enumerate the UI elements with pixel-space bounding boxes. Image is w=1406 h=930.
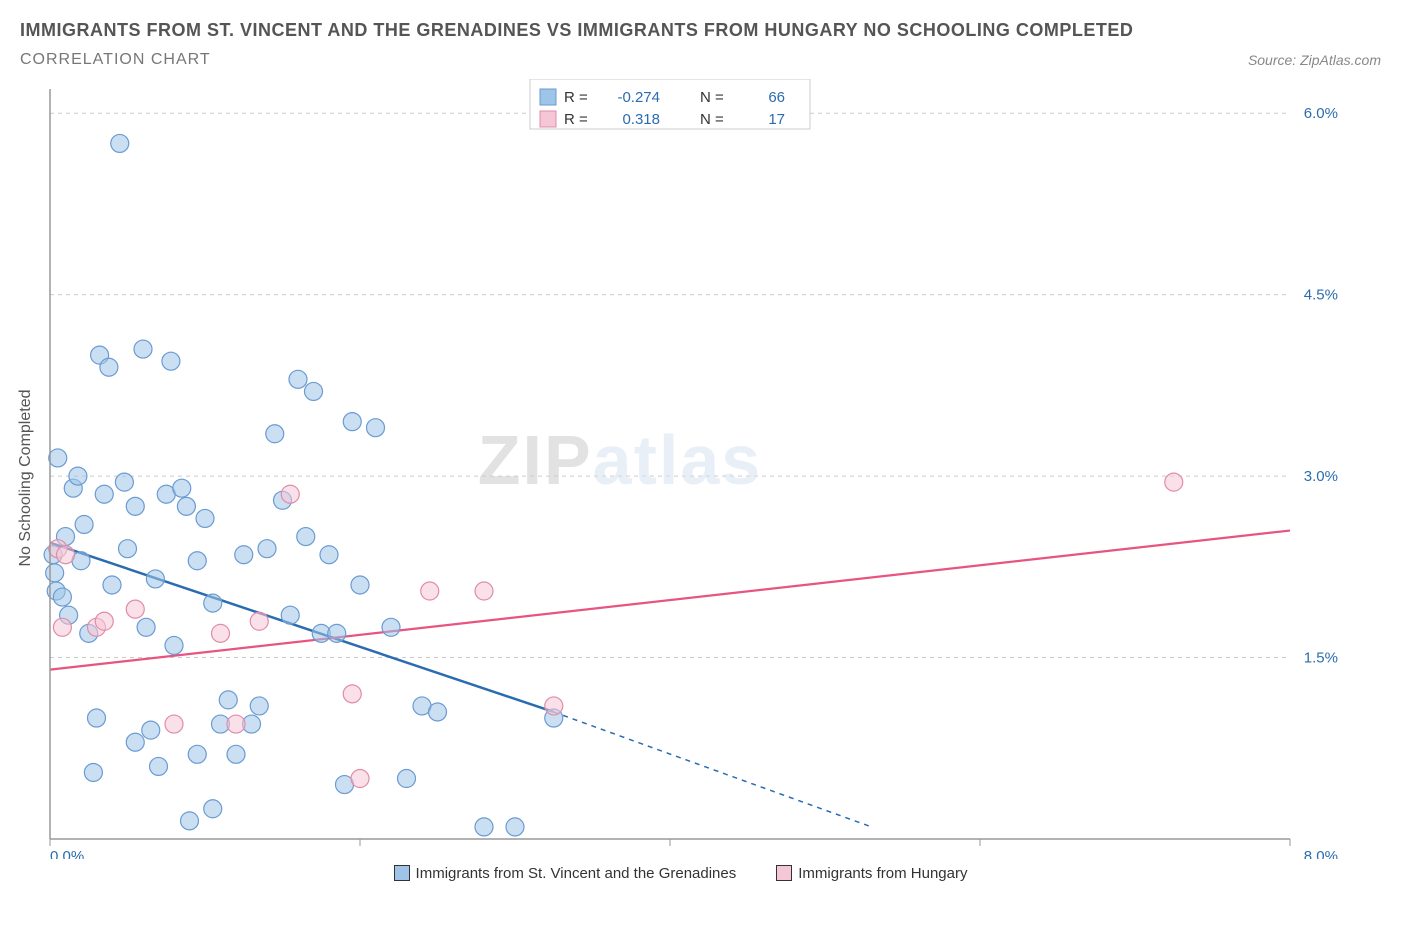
bottom-legend: Immigrants from St. Vincent and the Gren… (20, 865, 1381, 882)
chart-subtitle: CORRELATION CHART (20, 51, 211, 69)
data-point (57, 546, 75, 564)
data-point (320, 546, 338, 564)
chart-title: IMMIGRANTS FROM ST. VINCENT AND THE GREN… (20, 20, 1381, 41)
data-point (46, 564, 64, 582)
data-point (250, 612, 268, 630)
data-point (1165, 473, 1183, 491)
data-point (212, 624, 230, 642)
data-point (343, 685, 361, 703)
legend-swatch (540, 111, 556, 127)
data-point (250, 697, 268, 715)
data-point (126, 600, 144, 618)
data-point (475, 818, 493, 836)
data-point (69, 467, 87, 485)
data-point (49, 449, 67, 467)
source-text: Source: ZipAtlas.com (1248, 52, 1381, 68)
y-axis-label: No Schooling Completed (17, 390, 35, 567)
data-point (188, 552, 206, 570)
data-point (545, 697, 563, 715)
legend-item: Immigrants from Hungary (776, 865, 967, 882)
legend-r-value: -0.274 (617, 89, 660, 106)
legend-r-label: R = (564, 89, 588, 106)
legend-swatch (394, 865, 410, 881)
data-point (196, 509, 214, 527)
data-point (382, 618, 400, 636)
data-point (266, 425, 284, 443)
data-point (137, 618, 155, 636)
data-point (119, 540, 137, 558)
y-tick-label: 3.0% (1304, 468, 1338, 485)
data-point (95, 612, 113, 630)
data-point (100, 358, 118, 376)
legend-r-label: R = (564, 111, 588, 128)
data-point (506, 818, 524, 836)
legend-label: Immigrants from St. Vincent and the Gren… (416, 865, 737, 882)
legend-r-value: 0.318 (622, 111, 660, 128)
data-point (305, 382, 323, 400)
data-point (429, 703, 447, 721)
data-point (204, 594, 222, 612)
header: IMMIGRANTS FROM ST. VINCENT AND THE GREN… (20, 20, 1381, 69)
legend-n-value: 66 (768, 89, 785, 106)
data-point (297, 528, 315, 546)
data-point (142, 721, 160, 739)
data-point (162, 352, 180, 370)
data-point (421, 582, 439, 600)
data-point (227, 745, 245, 763)
data-point (126, 497, 144, 515)
data-point (227, 715, 245, 733)
legend-swatch (540, 89, 556, 105)
watermark: ZIPatlas (478, 421, 762, 499)
data-point (111, 134, 129, 152)
data-point (115, 473, 133, 491)
data-point (235, 546, 253, 564)
scatter-chart: 1.5% 3.0% 4.5% 6.0% ZIPatlas 0.0% 8.0% R = -0.27… (20, 79, 1340, 859)
data-point (351, 770, 369, 788)
legend-n-value: 17 (768, 111, 785, 128)
chart-container: No Schooling Completed 1.5% 3.0% 4.5% 6.0% Z… (20, 79, 1381, 859)
data-point (281, 485, 299, 503)
data-point (84, 763, 102, 781)
trend-line-ext (554, 712, 872, 827)
data-point (367, 419, 385, 437)
data-point (219, 691, 237, 709)
data-point (181, 812, 199, 830)
y-tick-label: 1.5% (1304, 650, 1338, 667)
data-point (126, 733, 144, 751)
data-point (103, 576, 121, 594)
data-point (343, 413, 361, 431)
y-tick-label: 4.5% (1304, 287, 1338, 304)
data-point (398, 770, 416, 788)
legend-n-label: N = (700, 111, 724, 128)
data-point (173, 479, 191, 497)
data-point (328, 624, 346, 642)
data-point (177, 497, 195, 515)
data-point (53, 588, 71, 606)
data-point (165, 636, 183, 654)
data-point (95, 485, 113, 503)
data-point (53, 618, 71, 636)
data-point (258, 540, 276, 558)
data-point (204, 800, 222, 818)
data-point (150, 757, 168, 775)
legend-n-label: N = (700, 89, 724, 106)
data-point (165, 715, 183, 733)
legend-item: Immigrants from St. Vincent and the Gren… (394, 865, 737, 882)
data-point (289, 370, 307, 388)
data-point (88, 709, 106, 727)
data-point (75, 515, 93, 533)
data-point (134, 340, 152, 358)
data-point (351, 576, 369, 594)
x-tick-label: 8.0% (1304, 848, 1338, 859)
y-tick-label: 6.0% (1304, 105, 1338, 122)
data-point (188, 745, 206, 763)
x-tick-label: 0.0% (50, 848, 84, 859)
legend-label: Immigrants from Hungary (798, 865, 967, 882)
data-point (146, 570, 164, 588)
trend-line (50, 543, 554, 712)
data-point (281, 606, 299, 624)
legend-swatch (776, 865, 792, 881)
data-point (475, 582, 493, 600)
